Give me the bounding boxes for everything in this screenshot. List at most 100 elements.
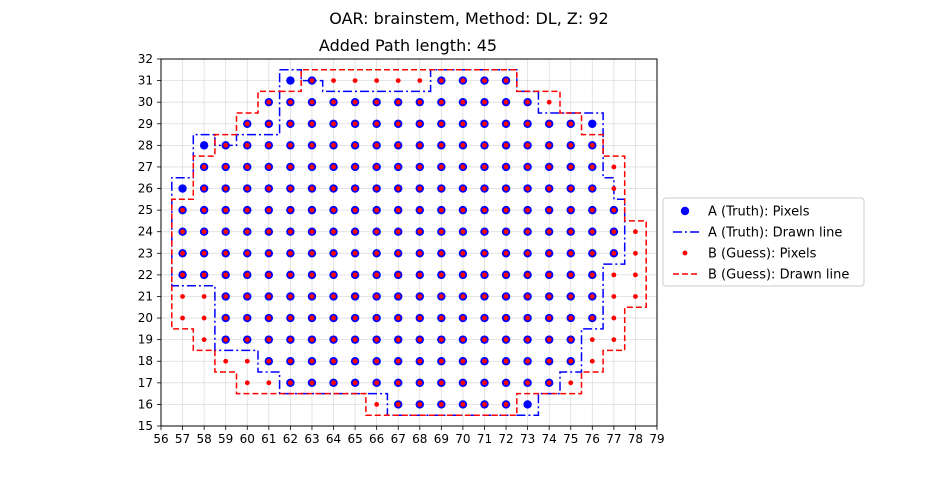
guess-pixel-point	[568, 315, 574, 321]
guess-pixel-point	[266, 229, 272, 235]
guess-pixel-point	[589, 229, 595, 235]
guess-pixel-point	[331, 315, 336, 321]
guess-pixel-point	[460, 78, 466, 83]
y-tick-label: 29	[138, 117, 153, 131]
guess-pixel-point	[438, 164, 444, 170]
guess-pixel-point	[180, 272, 185, 278]
guess-pixel-point	[503, 337, 509, 343]
guess-pixel-point	[611, 272, 617, 278]
guess-pixel-point	[331, 186, 336, 191]
y-tick-label: 16	[138, 397, 153, 411]
guess-pixel-point	[395, 121, 401, 127]
guess-pixel-point	[201, 272, 207, 278]
guess-pixel-point	[223, 294, 229, 299]
guess-pixel-point	[395, 402, 401, 407]
guess-pixel-point	[503, 402, 509, 407]
guess-pixel-point	[568, 121, 574, 127]
guess-pixel-point	[374, 337, 380, 343]
guess-pixel-point	[180, 229, 185, 235]
y-tick-label: 19	[138, 333, 153, 347]
guess-pixel-point	[589, 315, 595, 321]
guess-pixel-point	[460, 272, 466, 278]
guess-pixel-point	[568, 164, 574, 170]
guess-pixel-point	[503, 186, 509, 191]
guess-pixel-point	[568, 186, 574, 191]
guess-pixel-point	[460, 121, 466, 127]
guess-pixel-point	[352, 164, 358, 170]
guess-pixel-point	[503, 272, 509, 278]
x-tick-label: 57	[175, 432, 190, 446]
guess-pixel-point	[546, 315, 552, 321]
guess-pixel-point	[525, 164, 531, 170]
guess-pixel-point	[482, 78, 487, 83]
guess-pixel-point	[460, 315, 466, 321]
guess-pixel-point	[331, 99, 336, 105]
y-tick-label: 25	[138, 203, 153, 217]
guess-pixel-point	[244, 250, 250, 256]
x-tick-label: 73	[520, 432, 535, 446]
guess-pixel-point	[525, 121, 531, 127]
y-tick-label: 17	[138, 376, 153, 390]
truth-pixel-point	[588, 119, 597, 128]
guess-pixel-point	[352, 142, 358, 148]
guess-pixel-point	[180, 315, 185, 321]
guess-pixel-point	[331, 250, 336, 256]
guess-pixel-point	[201, 337, 207, 343]
guess-pixel-point	[482, 142, 487, 148]
legend: A (Truth): Pixels A (Truth): Drawn line B …	[662, 197, 865, 287]
guess-pixel-point	[180, 294, 185, 299]
guess-pixel-point	[244, 337, 250, 343]
guess-pixel-point	[287, 380, 293, 386]
guess-points-layer	[180, 78, 638, 407]
guess-pixel-point	[395, 229, 401, 235]
guess-pixel-point	[352, 358, 358, 364]
guess-pixel-point	[546, 99, 552, 105]
guess-pixel-point	[482, 186, 487, 191]
guess-pixel-point	[352, 250, 358, 256]
guess-pixel-point	[438, 315, 444, 321]
guess-pixel-point	[395, 207, 401, 213]
guess-pixel-point	[633, 229, 638, 235]
x-axis: 56 57 58 59 60 61 62 63 64 65 66 67 68 69 70 71 72 73 74 75…	[153, 426, 665, 446]
guess-pixel-point	[352, 380, 358, 386]
guess-pixel-point	[417, 186, 423, 191]
guess-pixel-point	[309, 315, 315, 321]
guess-pixel-point	[438, 99, 444, 105]
guess-pixel-point	[546, 358, 552, 364]
guess-pixel-point	[287, 207, 293, 213]
guess-pixel-point	[352, 186, 358, 191]
x-tick-label: 71	[477, 432, 492, 446]
guess-pixel-point	[352, 78, 358, 83]
guess-pixel-point	[201, 164, 207, 170]
guess-pixel-point	[287, 99, 293, 105]
guess-pixel-point	[309, 358, 315, 364]
guess-pixel-point	[460, 142, 466, 148]
guess-pixel-point	[438, 380, 444, 386]
guess-pixel-point	[180, 250, 185, 256]
guess-pixel-point	[460, 358, 466, 364]
guess-pixel-point	[395, 358, 401, 364]
guess-pixel-point	[244, 315, 250, 321]
guess-pixel-point	[374, 294, 380, 299]
guess-pixel-point	[525, 99, 531, 105]
guess-pixel-point	[568, 272, 574, 278]
guess-pixel-point	[633, 294, 638, 299]
x-tick-label: 59	[218, 432, 233, 446]
y-tick-label: 30	[138, 95, 153, 109]
guess-pixel-point	[438, 186, 444, 191]
y-tick-label: 23	[138, 246, 153, 260]
guess-pixel-point	[374, 380, 380, 386]
guess-pixel-point	[223, 164, 229, 170]
guess-pixel-point	[482, 337, 487, 343]
guess-pixel-point	[417, 99, 423, 105]
guess-pixel-point	[546, 229, 552, 235]
guess-pixel-point	[460, 99, 466, 105]
y-tick-label: 27	[138, 160, 153, 174]
guess-pixel-point	[244, 294, 250, 299]
guess-pixel-point	[352, 229, 358, 235]
x-tick-label: 62	[283, 432, 298, 446]
guess-pixel-point	[374, 186, 380, 191]
guess-pixel-point	[482, 250, 487, 256]
guess-pixel-point	[287, 358, 293, 364]
